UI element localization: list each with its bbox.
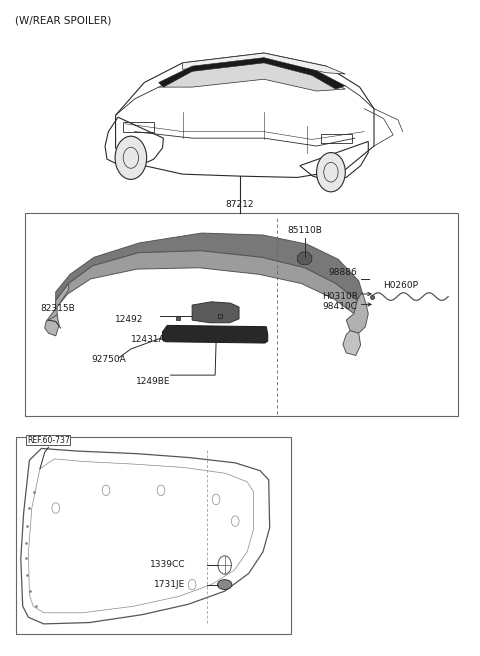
Text: 1339CC: 1339CC <box>149 560 185 569</box>
Polygon shape <box>343 331 360 356</box>
Text: H0310R: H0310R <box>323 292 359 301</box>
Bar <box>322 134 352 144</box>
Polygon shape <box>46 283 69 323</box>
Circle shape <box>317 153 345 192</box>
Text: 87212: 87212 <box>226 200 254 209</box>
Polygon shape <box>346 292 368 333</box>
Text: H0260P: H0260P <box>384 281 419 290</box>
Circle shape <box>115 136 147 179</box>
Polygon shape <box>158 61 345 91</box>
Text: 92750A: 92750A <box>92 355 126 364</box>
Polygon shape <box>56 233 362 300</box>
Text: REF.60-737: REF.60-737 <box>27 436 70 445</box>
Text: 98886: 98886 <box>328 268 357 277</box>
Polygon shape <box>192 302 239 323</box>
Text: 1249BE: 1249BE <box>136 377 170 386</box>
Text: (W/REAR SPOILER): (W/REAR SPOILER) <box>15 15 111 25</box>
Polygon shape <box>162 325 268 343</box>
Polygon shape <box>158 58 345 89</box>
Text: 12492: 12492 <box>115 315 144 324</box>
Polygon shape <box>182 53 345 74</box>
Polygon shape <box>298 252 312 264</box>
Text: 12431A: 12431A <box>131 335 166 344</box>
Text: 85110B: 85110B <box>287 226 322 235</box>
Polygon shape <box>56 251 357 314</box>
Bar <box>123 123 154 132</box>
Bar <box>24 213 458 417</box>
Text: 82315B: 82315B <box>40 304 75 313</box>
Polygon shape <box>45 315 59 336</box>
Text: 98410C: 98410C <box>323 302 357 311</box>
Bar <box>16 437 291 634</box>
Text: 1731JE: 1731JE <box>154 580 185 589</box>
Ellipse shape <box>217 580 232 590</box>
